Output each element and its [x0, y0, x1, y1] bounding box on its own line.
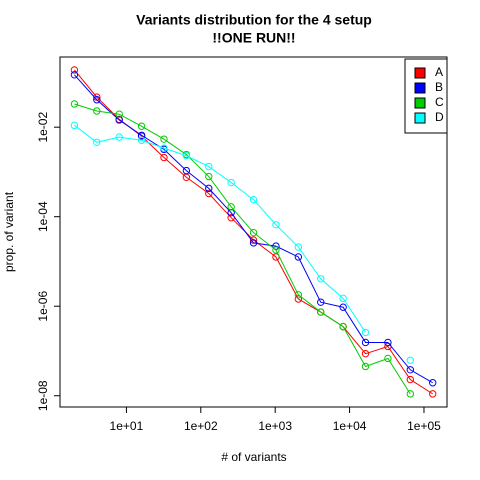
series-line: [74, 103, 411, 395]
plot-frame: [59, 56, 448, 408]
point: [205, 172, 213, 181]
legend-swatch: [414, 82, 426, 94]
chart-subtitle: !!ONE RUN!!: [212, 30, 295, 46]
legend-label: A: [435, 65, 443, 79]
x-tick-label: 1e+05: [407, 419, 441, 433]
point: [406, 366, 415, 374]
point: [160, 144, 168, 152]
point: [361, 338, 370, 347]
point: [160, 135, 168, 143]
point: [272, 242, 280, 250]
point: [294, 243, 303, 251]
point: [70, 121, 79, 130]
point: [182, 152, 191, 160]
point: [93, 96, 101, 104]
point: [227, 178, 235, 187]
point: [249, 239, 258, 247]
point: [361, 362, 370, 371]
point: [317, 275, 325, 283]
point: [249, 228, 258, 237]
point: [137, 131, 146, 139]
point: [384, 338, 392, 347]
point: [294, 253, 303, 261]
y-tick-label: 1e-06: [36, 291, 50, 322]
point: [227, 208, 235, 217]
point: [317, 308, 325, 316]
chart-title: Variants distribution for the 4 setup: [136, 12, 372, 28]
y-tick-label: 1e-08: [36, 380, 50, 411]
point: [406, 390, 415, 398]
point: [339, 294, 347, 303]
point: [70, 100, 79, 108]
point: [205, 184, 213, 193]
legend-label: B: [435, 80, 443, 94]
point: [93, 107, 101, 115]
x-axis-label: # of variants: [221, 450, 286, 464]
x-tick-label: 1e+01: [110, 419, 144, 433]
point: [205, 189, 213, 198]
x-tick-label: 1e+03: [258, 419, 292, 433]
legend-label: D: [435, 110, 444, 124]
y-axis-label: prop. of variant: [2, 191, 16, 272]
y-tick-label: 1e-02: [36, 112, 50, 143]
point: [406, 375, 415, 384]
point: [137, 122, 146, 130]
point: [70, 66, 79, 74]
point: [160, 153, 168, 162]
point: [294, 291, 303, 299]
point: [406, 356, 415, 364]
point: [317, 298, 325, 306]
point: [361, 349, 370, 358]
series-line: [74, 74, 433, 384]
point: [227, 203, 235, 211]
legend-swatch: [414, 67, 426, 79]
point: [339, 322, 347, 331]
point: [429, 390, 437, 398]
point: [384, 354, 392, 363]
legend-swatch: [414, 112, 426, 124]
point: [70, 71, 79, 79]
point: [272, 246, 280, 254]
legend-box: [404, 58, 448, 134]
point: [115, 133, 123, 141]
point: [205, 162, 213, 171]
point: [272, 221, 280, 229]
legend-swatch: [414, 97, 426, 109]
point: [339, 303, 347, 311]
point: [115, 110, 123, 118]
point: [249, 195, 258, 204]
point: [429, 379, 437, 387]
x-tick-label: 1e+04: [333, 419, 367, 433]
legend-label: C: [435, 95, 444, 109]
x-tick-label: 1e+02: [184, 419, 218, 433]
point: [137, 136, 146, 144]
point: [93, 138, 101, 146]
point: [182, 166, 191, 175]
y-tick-label: 1e-04: [36, 201, 50, 232]
point: [294, 295, 303, 303]
series-line: [74, 124, 366, 333]
point: [115, 116, 123, 124]
point: [361, 328, 370, 337]
